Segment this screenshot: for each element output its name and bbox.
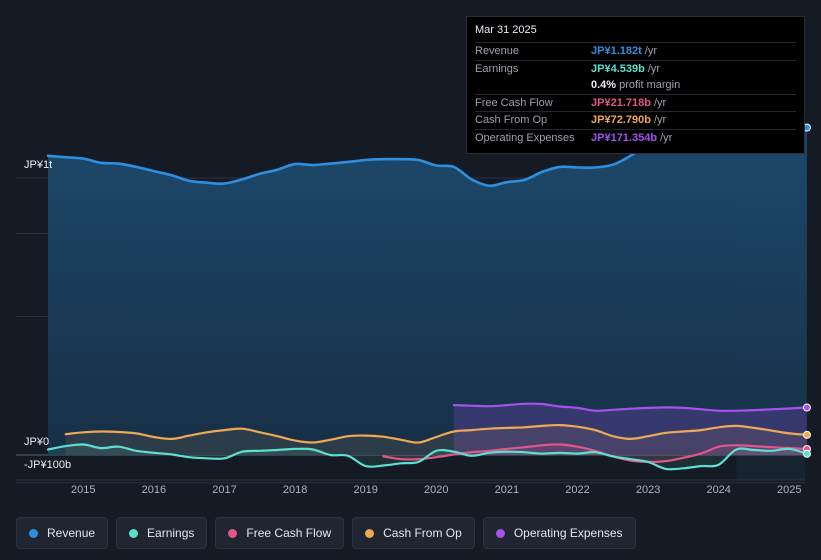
tooltip-unit: /yr (660, 131, 673, 144)
tooltip-label: Free Cash Flow (475, 96, 553, 109)
tooltip-unit: profit margin (619, 79, 681, 92)
tooltip-unit: /yr (653, 96, 667, 109)
x-tick-label: 2015 (71, 484, 96, 496)
x-tick-label: 2017 (212, 484, 237, 496)
tooltip-value: JP¥1.182t (591, 45, 642, 58)
tooltip-unit: /yr (644, 45, 657, 58)
tooltip-label: Earnings (475, 62, 519, 75)
operating-expenses-dot-icon (495, 528, 505, 538)
legend-label: Revenue (47, 526, 96, 540)
tooltip-row-earnings: Earnings JP¥4.539b /yr (475, 59, 796, 78)
legend-item-earnings[interactable]: Earnings (116, 517, 208, 549)
cash-from-op-endpoint (802, 430, 811, 439)
legend-item-free-cash-flow[interactable]: Free Cash Flow (215, 517, 345, 549)
tooltip-row-margin: 0.4% profit margin (475, 77, 796, 94)
operating-expenses-area (453, 403, 807, 455)
free-cash-flow-dot-icon (228, 528, 238, 538)
tooltip-value: JP¥21.718b (591, 96, 651, 109)
tooltip-row-cash-from-op: Cash From Op JP¥72.790b /yr (475, 111, 796, 129)
tooltip-label: Revenue (475, 45, 520, 58)
x-tick-label: 2019 (353, 484, 378, 496)
legend: Revenue Earnings Free Cash Flow Cash Fro… (16, 517, 636, 549)
legend-label: Operating Expenses (513, 526, 623, 540)
legend-label: Cash From Op (383, 526, 462, 540)
x-tick-label: 2024 (706, 484, 731, 496)
y-axis-label-bottom: -JP¥100b (24, 459, 72, 471)
tooltip-value: JP¥72.790b (591, 114, 651, 127)
legend-item-cash-from-op[interactable]: Cash From Op (352, 517, 475, 549)
tooltip-label: Operating Expenses (475, 131, 575, 144)
operating-expenses-line (452, 402, 808, 412)
tooltip-value: 0.4% (591, 79, 617, 92)
y-axis-label-top: JP¥1t (24, 159, 53, 171)
operating-expenses-endpoint (802, 403, 811, 412)
x-tick-label: 2022 (565, 484, 590, 496)
cash-from-op-area (65, 425, 807, 455)
tooltip-row-revenue: Revenue JP¥1.182t /yr (475, 42, 796, 60)
earnings-endpoint (802, 449, 811, 458)
tooltip-panel: Mar 31 2025 Revenue JP¥1.182t /yr Earnin… (466, 16, 805, 154)
cash-from-op-dot-icon (365, 528, 375, 538)
x-tick-label: 2021 (494, 484, 520, 496)
x-tick-label: 2018 (282, 484, 308, 496)
x-tick-label: 2023 (635, 484, 661, 496)
earnings-area (48, 444, 807, 470)
legend-label: Earnings (147, 526, 195, 540)
tooltip-value: JP¥4.539b (591, 62, 645, 75)
x-tick-label: 2020 (424, 484, 449, 496)
legend-item-operating-expenses[interactable]: Operating Expenses (482, 517, 636, 549)
tooltip-row-free-cash-flow: Free Cash Flow JP¥21.718b /yr (475, 93, 796, 112)
earnings-line (46, 443, 808, 471)
y-axis-label-zero: JP¥0 (24, 436, 50, 448)
x-tick-label: 2025 (777, 484, 802, 496)
tooltip-unit: /yr (647, 62, 661, 75)
cash-from-op-line (64, 423, 808, 444)
tooltip-date: Mar 31 2025 (475, 24, 537, 36)
tooltip-unit: /yr (653, 114, 667, 127)
revenue-dot-icon (29, 528, 38, 538)
earnings-dot-icon (129, 528, 139, 538)
revenue-area (48, 123, 807, 455)
x-tick-label: 2016 (141, 484, 167, 496)
tooltip-label: Cash From Op (475, 114, 548, 127)
tooltip-row-operating-expenses: Operating Expenses JP¥171.354b /yr (475, 128, 796, 147)
free-cash-flow-line (382, 443, 808, 464)
tooltip-value: JP¥171.354b (591, 131, 658, 144)
legend-label: Free Cash Flow (246, 526, 332, 540)
legend-item-revenue[interactable]: Revenue (16, 517, 109, 549)
